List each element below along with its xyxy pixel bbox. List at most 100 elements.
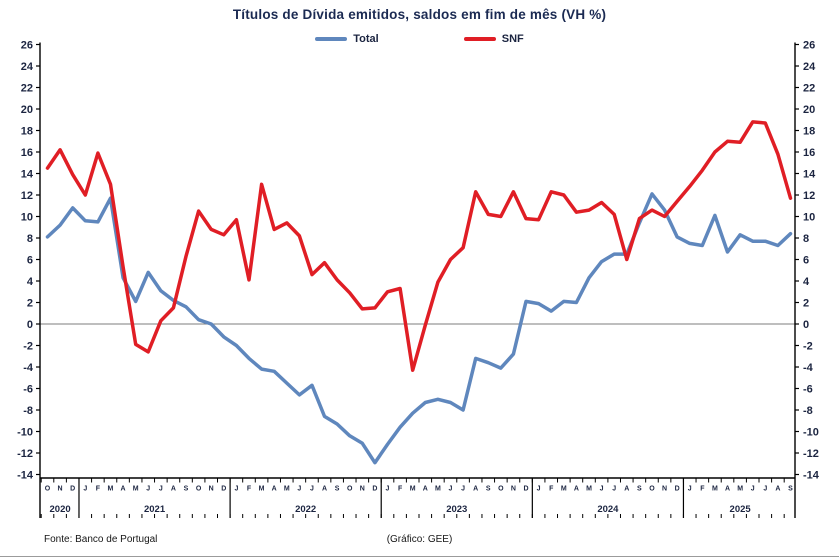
window-border [0, 556, 839, 557]
y-tick-label-right: -8 [803, 405, 813, 417]
y-tick-label-left: 4 [27, 276, 34, 288]
y-tick-label-left: -8 [23, 405, 33, 417]
y-tick-label-right: 6 [803, 255, 809, 267]
month-label: F [549, 486, 554, 493]
y-tick-label-right: 4 [803, 276, 810, 288]
y-tick-label-right: -12 [803, 448, 819, 460]
y-tick-label-left: 14 [21, 169, 34, 181]
y-tick-label-right: 8 [803, 233, 809, 245]
y-tick-label-right: 14 [803, 169, 816, 181]
month-label: M [410, 486, 416, 493]
y-tick-label-right: 18 [803, 126, 815, 138]
y-tick-label-left: -12 [17, 448, 33, 460]
month-label: J [449, 486, 453, 493]
month-label: S [335, 486, 340, 493]
y-tick-label-right: 20 [803, 104, 815, 116]
y-tick-label-left: 10 [21, 212, 33, 224]
y-tick-label-right: 12 [803, 190, 815, 202]
month-label: J [751, 486, 755, 493]
total-line-swatch [315, 37, 348, 41]
y-tick-label-right: -2 [803, 341, 813, 353]
month-label: D [524, 486, 529, 493]
month-label: J [537, 486, 541, 493]
month-label: J [159, 486, 163, 493]
year-label: 2025 [730, 504, 752, 515]
month-label: J [297, 486, 301, 493]
chart-title: Títulos de Dívida emitidos, saldos em fi… [232, 7, 607, 22]
y-tick-label-right: 22 [803, 83, 815, 95]
month-label: D [675, 486, 680, 493]
y-tick-label-left: 22 [21, 83, 33, 95]
y-tick-label-left: 26 [21, 40, 33, 52]
year-label: 2021 [144, 504, 166, 515]
y-tick-label-right: 10 [803, 212, 815, 224]
y-tick-label-left: -14 [17, 470, 34, 482]
month-label: D [372, 486, 377, 493]
month-label: M [737, 486, 743, 493]
month-label: M [284, 486, 290, 493]
month-label: A [171, 486, 176, 493]
month-label: F [398, 486, 403, 493]
snf-line [45, 120, 793, 372]
y-tick-label-right: 2 [803, 298, 809, 310]
month-label: J [83, 486, 87, 493]
month-label: N [662, 486, 667, 493]
y-tick-label-left: -10 [17, 427, 33, 439]
month-label: A [423, 486, 428, 493]
legend: Total SNF [0, 33, 839, 45]
y-tick-label-left: 2 [27, 298, 33, 310]
month-label: O [45, 486, 51, 493]
month-label: F [700, 486, 705, 493]
y-tick-label-right: -14 [803, 470, 820, 482]
y-tick-label-right: 16 [803, 147, 815, 159]
month-label: J [763, 486, 767, 493]
month-label: N [360, 486, 365, 493]
month-label: S [788, 486, 793, 493]
year-label: 2024 [597, 504, 619, 515]
month-label: M [586, 486, 592, 493]
month-label: J [386, 486, 390, 493]
month-label: A [322, 486, 327, 493]
y-tick-label-left: 0 [27, 319, 33, 331]
month-label: D [70, 486, 75, 493]
legend-label-total: Total [353, 33, 379, 45]
month-label: N [511, 486, 516, 493]
month-label: J [461, 486, 465, 493]
month-label: N [58, 486, 63, 493]
y-tick-label-left: 6 [27, 255, 33, 267]
month-label: S [637, 486, 642, 493]
year-label: 2020 [50, 504, 71, 515]
y-tick-label-left: 12 [21, 190, 33, 202]
month-label: F [96, 486, 101, 493]
month-label: J [234, 486, 238, 493]
y-tick-label-left: -4 [23, 362, 34, 374]
month-label: A [473, 486, 478, 493]
y-tick-label-left: 16 [21, 147, 33, 159]
month-label: J [146, 486, 150, 493]
y-tick-label-left: -2 [23, 341, 33, 353]
legend-item-snf: SNF [463, 33, 524, 45]
y-tick-label-right: 26 [803, 40, 815, 52]
month-label: A [775, 486, 780, 493]
month-label: A [121, 486, 126, 493]
month-label: D [221, 486, 226, 493]
year-label: 2023 [446, 504, 467, 515]
y-tick-label-left: 20 [21, 104, 33, 116]
legend-label-snf: SNF [501, 33, 524, 45]
month-label: S [486, 486, 491, 493]
year-label: 2022 [295, 504, 316, 515]
source-note: Fonte: Banco de Portugal [44, 534, 158, 545]
y-tick-label-right: -4 [803, 362, 814, 374]
month-label: M [133, 486, 139, 493]
y-tick-label-left: 24 [21, 61, 34, 73]
month-label: F [247, 486, 252, 493]
month-label: N [209, 486, 214, 493]
month-label: O [498, 486, 504, 493]
month-label: O [347, 486, 353, 493]
y-tick-label-left: 8 [27, 233, 33, 245]
month-label: O [196, 486, 202, 493]
month-label: S [184, 486, 189, 493]
snf-line-swatch [463, 37, 496, 41]
month-label: A [272, 486, 277, 493]
